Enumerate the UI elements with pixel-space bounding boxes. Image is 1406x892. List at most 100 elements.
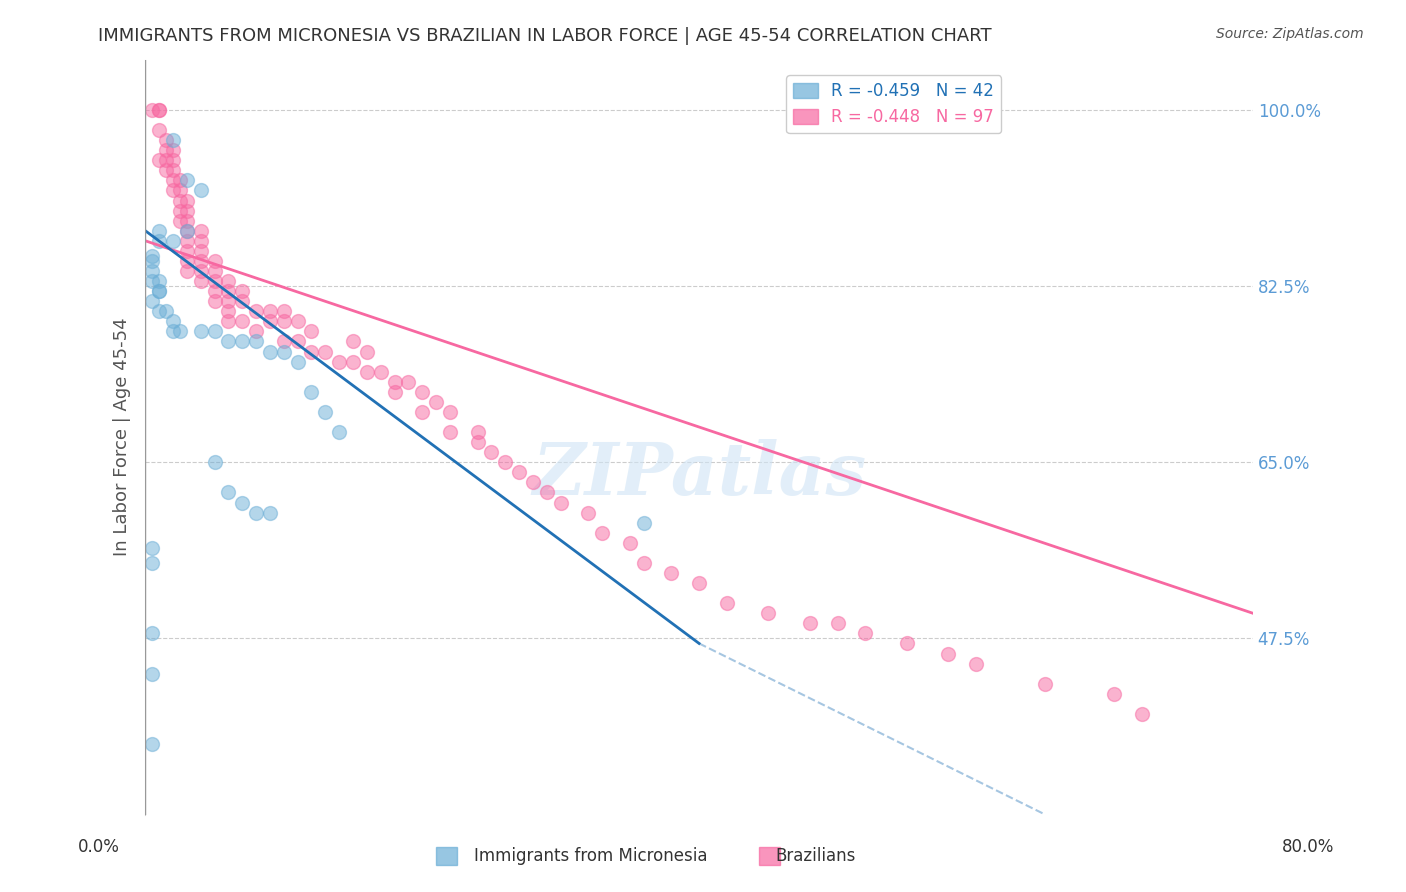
Point <box>169 213 191 227</box>
Point <box>141 103 163 117</box>
Point <box>162 153 184 168</box>
Point <box>162 184 184 198</box>
Text: Immigrants from Micronesia: Immigrants from Micronesia <box>474 847 707 865</box>
Point <box>273 304 295 318</box>
Point <box>190 264 212 278</box>
Point <box>633 556 655 570</box>
Point <box>148 123 170 137</box>
Point <box>155 163 177 178</box>
Point <box>827 616 849 631</box>
Point <box>301 344 323 359</box>
Point <box>245 304 267 318</box>
Point <box>853 626 876 640</box>
Point <box>314 405 336 419</box>
Point <box>155 304 177 318</box>
Point <box>204 294 226 309</box>
Point <box>148 103 170 117</box>
Point <box>169 184 191 198</box>
Point <box>217 334 239 349</box>
Point <box>190 234 212 248</box>
Point <box>169 325 191 339</box>
Point <box>176 254 198 268</box>
Point <box>176 264 198 278</box>
Point <box>204 274 226 288</box>
Point <box>411 384 433 399</box>
Point <box>204 264 226 278</box>
Point <box>162 143 184 157</box>
Point <box>342 354 364 368</box>
Point <box>231 495 253 509</box>
Point <box>245 506 267 520</box>
Point <box>273 344 295 359</box>
Point <box>259 304 281 318</box>
Point <box>217 485 239 500</box>
Point <box>1033 676 1056 690</box>
Point <box>384 384 406 399</box>
Point <box>204 325 226 339</box>
Point <box>259 314 281 328</box>
Point <box>273 314 295 328</box>
Point <box>439 405 461 419</box>
Text: Source: ZipAtlas.com: Source: ZipAtlas.com <box>1216 27 1364 41</box>
Point <box>231 284 253 298</box>
Point <box>936 647 959 661</box>
Point <box>287 334 309 349</box>
Point <box>576 506 599 520</box>
Point <box>148 284 170 298</box>
Point <box>231 314 253 328</box>
Point <box>259 506 281 520</box>
Point <box>896 636 918 650</box>
Point <box>217 294 239 309</box>
Point <box>162 234 184 248</box>
Point <box>141 254 163 268</box>
Point <box>231 334 253 349</box>
Point <box>231 294 253 309</box>
Point <box>162 133 184 147</box>
Point <box>591 525 613 540</box>
Point <box>155 143 177 157</box>
Point <box>287 314 309 328</box>
Point <box>148 304 170 318</box>
Point <box>190 254 212 268</box>
Point <box>301 325 323 339</box>
Point <box>328 425 350 439</box>
Text: 80.0%: 80.0% <box>1281 838 1334 856</box>
Point <box>176 203 198 218</box>
Point <box>370 365 392 379</box>
Point <box>259 344 281 359</box>
Point <box>965 657 987 671</box>
Point <box>190 244 212 258</box>
Point <box>1130 706 1153 721</box>
Point <box>141 541 163 555</box>
Point <box>245 325 267 339</box>
Point <box>176 194 198 208</box>
Point <box>217 274 239 288</box>
Text: 0.0%: 0.0% <box>77 838 120 856</box>
Point <box>633 516 655 530</box>
Point <box>425 395 447 409</box>
Point <box>141 249 163 263</box>
Point <box>190 325 212 339</box>
Point <box>176 213 198 227</box>
Point <box>619 535 641 549</box>
Text: Brazilians: Brazilians <box>775 847 856 865</box>
Point <box>384 375 406 389</box>
Point <box>688 576 710 591</box>
Point <box>342 334 364 349</box>
Point <box>148 103 170 117</box>
Point <box>141 737 163 751</box>
Point <box>328 354 350 368</box>
Point <box>217 314 239 328</box>
Point <box>148 224 170 238</box>
Point <box>169 173 191 187</box>
Point <box>162 173 184 187</box>
Point <box>176 224 198 238</box>
Legend: R = -0.459   N = 42, R = -0.448   N = 97: R = -0.459 N = 42, R = -0.448 N = 97 <box>786 76 1001 133</box>
Point <box>661 566 683 580</box>
Point <box>1104 687 1126 701</box>
Point <box>141 626 163 640</box>
Point <box>190 224 212 238</box>
Point <box>148 274 170 288</box>
Point <box>467 425 489 439</box>
Point <box>204 284 226 298</box>
